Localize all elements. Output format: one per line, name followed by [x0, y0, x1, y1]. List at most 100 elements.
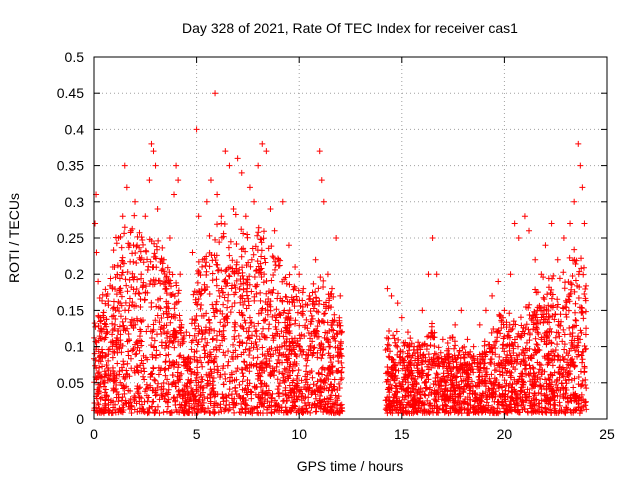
data-point-dense	[221, 294, 228, 301]
data-point-dense	[391, 391, 398, 398]
data-point-dense	[337, 322, 344, 329]
data-point-dense	[525, 326, 532, 333]
data-point-dense	[338, 359, 345, 366]
data-point-dense	[242, 401, 249, 408]
data-point-dense	[166, 358, 173, 365]
data-point-dense	[250, 344, 257, 351]
data-point-dense	[293, 375, 300, 382]
data-point-dense	[118, 302, 125, 309]
data-point-dense	[214, 267, 221, 274]
data-point-dense	[317, 347, 324, 354]
data-point-dense	[255, 394, 262, 401]
data-point-dense	[576, 410, 583, 417]
data-point-dense	[192, 299, 199, 306]
data-point-dense	[490, 325, 497, 332]
data-point-dense	[561, 331, 568, 338]
data-point-dense	[165, 310, 172, 317]
data-point-dense	[555, 318, 562, 325]
data-point-dense	[195, 269, 202, 276]
data-point-dense	[148, 403, 155, 410]
data-point-dense	[169, 372, 176, 379]
data-point-dense	[165, 343, 172, 350]
data-point-dense	[236, 409, 243, 416]
data-point-dense	[100, 378, 107, 385]
data-point-dense	[318, 389, 325, 396]
data-point-dense	[283, 392, 290, 399]
data-point-dense	[415, 359, 422, 366]
data-point-dense	[242, 346, 249, 353]
data-point-dense	[232, 327, 239, 334]
data-point-dense	[116, 368, 123, 375]
data-point-dense	[476, 367, 483, 374]
data-point-dense	[582, 402, 589, 409]
data-point-dense	[543, 341, 550, 348]
data-point-dense	[101, 389, 108, 396]
data-point-dense	[334, 331, 341, 338]
data-point-dense	[442, 397, 449, 404]
data-point-dense	[137, 303, 144, 310]
data-point-dense	[249, 332, 256, 339]
data-point-dense	[571, 375, 578, 382]
data-point-dense	[241, 400, 248, 407]
data-point-dense	[514, 402, 521, 409]
data-point-dense	[407, 335, 414, 342]
data-point-dense	[480, 356, 487, 363]
data-point-dense	[143, 328, 150, 335]
data-point-dense	[443, 403, 450, 410]
data-point-dense	[210, 346, 217, 353]
data-point-dense	[99, 349, 106, 356]
data-point-dense	[451, 399, 458, 406]
data-point-dense	[545, 375, 552, 382]
data-point-dense	[328, 321, 335, 328]
data-point-dense	[216, 346, 223, 353]
data-point-dense	[442, 402, 449, 409]
data-point-dense	[452, 355, 459, 362]
data-point	[171, 191, 178, 198]
data-point-dense	[132, 394, 139, 401]
data-point-dense	[140, 259, 147, 266]
data-point-dense	[551, 353, 558, 360]
data-point-dense	[316, 341, 323, 348]
data-point-dense	[424, 333, 431, 340]
data-point-dense	[532, 347, 539, 354]
data-point-dense	[244, 276, 251, 283]
data-point-dense	[125, 330, 132, 337]
data-point-dense	[233, 391, 240, 398]
data-point-dense	[335, 393, 342, 400]
data-point-dense	[526, 389, 533, 396]
data-point-dense	[299, 311, 306, 318]
data-point-dense	[536, 302, 543, 309]
data-point-dense	[538, 397, 545, 404]
data-point-dense	[274, 386, 281, 393]
data-point-dense	[245, 408, 252, 415]
data-point-dense	[209, 257, 216, 264]
data-point-dense	[242, 410, 249, 417]
data-point-dense	[124, 288, 131, 295]
data-point-dense	[456, 397, 463, 404]
data-point-dense	[235, 332, 242, 339]
data-point-dense	[292, 317, 299, 324]
data-point-dense	[159, 260, 166, 267]
data-point-dense	[120, 401, 127, 408]
data-point-dense	[272, 262, 279, 269]
data-point-dense	[166, 269, 173, 276]
data-point-dense	[164, 334, 171, 341]
data-point-dense	[258, 389, 265, 396]
data-point-dense	[264, 311, 271, 318]
data-point-dense	[421, 379, 428, 386]
data-point	[115, 235, 122, 241]
data-point-dense	[216, 328, 223, 335]
data-point-dense	[109, 327, 116, 334]
data-point-dense	[151, 376, 158, 383]
data-point-dense	[412, 398, 419, 405]
data-point-dense	[107, 275, 114, 282]
data-point-dense	[246, 335, 253, 342]
data-point-dense	[255, 320, 262, 327]
data-point-dense	[127, 396, 134, 403]
data-point-dense	[535, 346, 542, 353]
data-point-dense	[239, 378, 246, 385]
data-point-dense	[300, 348, 307, 355]
data-point-dense	[229, 282, 236, 289]
data-point-dense	[425, 366, 432, 373]
data-point-dense	[405, 384, 412, 391]
